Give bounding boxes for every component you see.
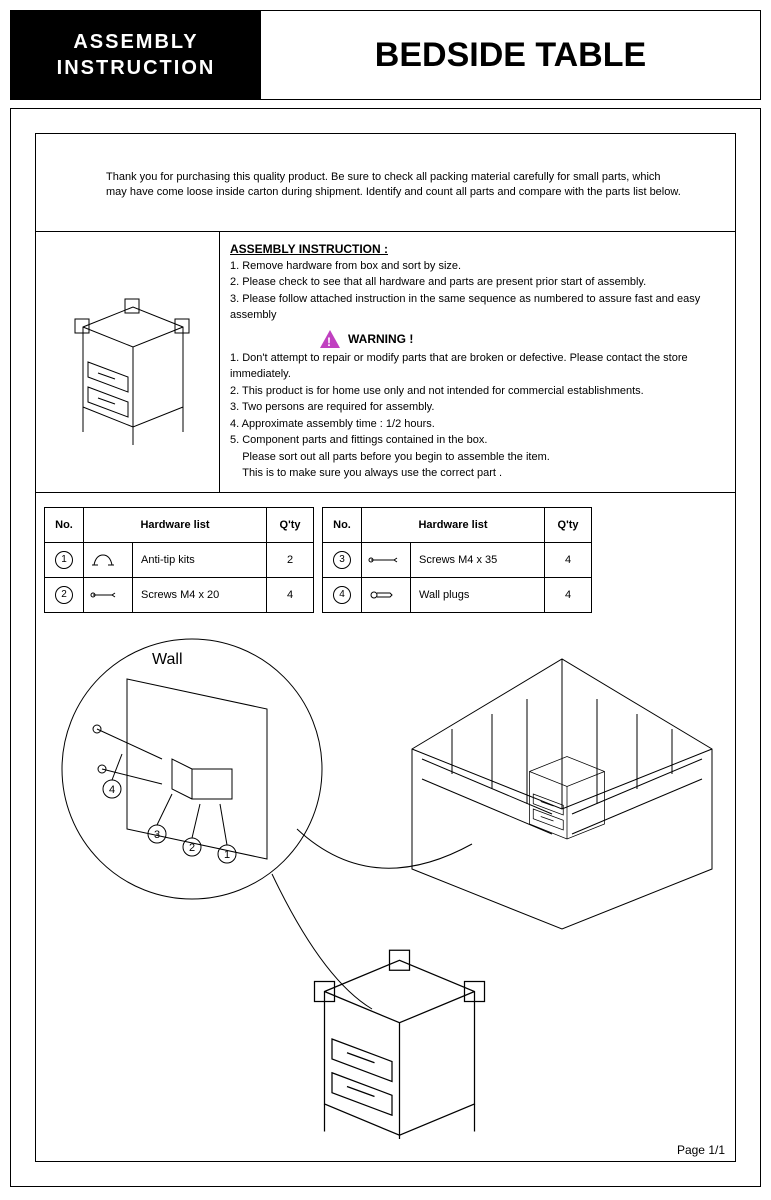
- assembly-diagram: Wall 4 3 2: [42, 619, 729, 1139]
- hw-num: 2: [55, 586, 73, 604]
- page-number: Page 1/1: [36, 1139, 735, 1161]
- intro-line: may have come loose inside carton during…: [106, 185, 685, 200]
- col-no: No.: [323, 507, 362, 542]
- bedside-table-icon: [53, 277, 203, 447]
- warning-line: 3. Two persons are required for assembly…: [230, 399, 725, 416]
- table-row: 3 Screws M4 x 35 4: [323, 542, 592, 577]
- inner-frame: Thank you for purchasing this quality pr…: [35, 133, 736, 1162]
- assembly-step: 1. Remove hardware from box and sort by …: [230, 258, 725, 275]
- assembly-step: 3. Please follow attached instruction in…: [230, 291, 725, 324]
- col-no: No.: [45, 507, 84, 542]
- col-list: Hardware list: [84, 507, 267, 542]
- warning-line: Please sort out all parts before you beg…: [230, 449, 725, 466]
- hw-num: 1: [55, 551, 73, 569]
- warning-line: This is to make sure you always use the …: [230, 465, 725, 482]
- badge-line2: INSTRUCTION: [31, 55, 241, 81]
- assembly-badge: ASSEMBLY INSTRUCTION: [11, 11, 261, 99]
- warning-label: WARNING !: [348, 330, 413, 348]
- product-illustration: [36, 232, 220, 492]
- hw-num: 3: [333, 551, 351, 569]
- warning-line: 4. Approximate assembly time : 1/2 hours…: [230, 416, 725, 433]
- table-row: 1 Anti-tip kits 2: [45, 542, 314, 577]
- svg-text:3: 3: [154, 829, 160, 841]
- diagram-svg: Wall 4 3 2: [42, 619, 732, 1139]
- hw-qty: 4: [267, 577, 314, 612]
- wall-plug-icon: [362, 577, 411, 612]
- col-list: Hardware list: [362, 507, 545, 542]
- hw-name: Wall plugs: [411, 577, 545, 612]
- hw-num: 4: [333, 586, 351, 604]
- hw-qty: 4: [545, 542, 592, 577]
- anti-tip-icon: [84, 542, 133, 577]
- wall-label: Wall: [152, 651, 183, 668]
- page: ASSEMBLY INSTRUCTION BEDSIDE TABLE Thank…: [0, 10, 771, 1187]
- instruction-row: ASSEMBLY INSTRUCTION : 1. Remove hardwar…: [36, 231, 735, 493]
- hardware-table-right: No. Hardware list Q'ty 3 Screws M4 x 35 …: [322, 507, 592, 613]
- warning-line: 1. Don't attempt to repair or modify par…: [230, 350, 725, 383]
- warning-header: WARNING !: [320, 330, 725, 348]
- badge-line1: ASSEMBLY: [31, 29, 241, 55]
- hw-qty: 2: [267, 542, 314, 577]
- screw-long-icon: [362, 542, 411, 577]
- instruction-text: ASSEMBLY INSTRUCTION : 1. Remove hardwar…: [220, 232, 735, 492]
- table-row: 2 Screws M4 x 20 4: [45, 577, 314, 612]
- warning-triangle-icon: [320, 330, 340, 348]
- product-title: BEDSIDE TABLE: [261, 11, 760, 99]
- hw-name: Screws M4 x 20: [133, 577, 267, 612]
- hw-name: Screws M4 x 35: [411, 542, 545, 577]
- screw-icon: [84, 577, 133, 612]
- assembly-step: 2. Please check to see that all hardware…: [230, 274, 725, 291]
- warning-line: 2. This product is for home use only and…: [230, 383, 725, 400]
- hardware-table-left: No. Hardware list Q'ty 1 Anti-tip kits 2…: [44, 507, 314, 613]
- outer-frame: Thank you for purchasing this quality pr…: [10, 108, 761, 1187]
- intro-text: Thank you for purchasing this quality pr…: [36, 134, 735, 231]
- intro-line: Thank you for purchasing this quality pr…: [106, 170, 685, 185]
- hw-qty: 4: [545, 577, 592, 612]
- header-banner: ASSEMBLY INSTRUCTION BEDSIDE TABLE: [10, 10, 761, 100]
- assembly-heading: ASSEMBLY INSTRUCTION :: [230, 240, 725, 258]
- svg-text:2: 2: [189, 842, 195, 854]
- table-row: 4 Wall plugs 4: [323, 577, 592, 612]
- col-qty: Q'ty: [545, 507, 592, 542]
- svg-text:4: 4: [109, 784, 115, 796]
- hardware-tables: No. Hardware list Q'ty 1 Anti-tip kits 2…: [36, 493, 735, 619]
- svg-text:1: 1: [224, 849, 230, 861]
- hw-name: Anti-tip kits: [133, 542, 267, 577]
- col-qty: Q'ty: [267, 507, 314, 542]
- warning-line: 5. Component parts and fittings containe…: [230, 432, 725, 449]
